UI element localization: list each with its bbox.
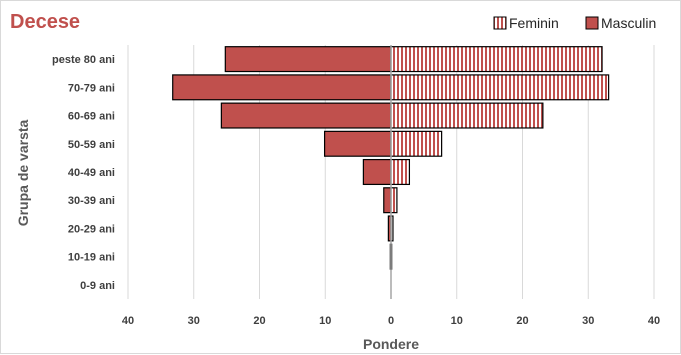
tick-labels: 40 30 20 10 0 10 20 30 40 0-9 ani 10-19 ani 20-29 a…: [52, 54, 660, 327]
x-tick-label: 20: [516, 315, 528, 327]
x-tick-label: 20: [253, 315, 265, 327]
y-tick-label: 40-49 ani: [68, 167, 115, 179]
bar-feminin: [390, 74, 610, 101]
chart-title: Decese: [10, 11, 80, 33]
bar-feminin: [390, 102, 544, 129]
legend-swatch-masculin: [585, 16, 599, 30]
x-tick-label: 30: [188, 315, 200, 327]
bar-masculin: [172, 74, 392, 101]
legend: Feminin Masculin: [493, 15, 656, 31]
x-tick-label: 10: [451, 315, 463, 327]
y-axis-title: Grupa de varsta: [15, 119, 31, 226]
y-tick-label: 60-69 ani: [68, 111, 115, 123]
bars: [172, 45, 610, 299]
bar-feminin: [390, 46, 603, 73]
y-tick-label: 0-9 ani: [80, 280, 115, 292]
y-tick-label: 20-29 ani: [68, 223, 115, 235]
bar-masculin: [362, 158, 392, 186]
x-tick-label: 10: [319, 315, 331, 327]
legend-swatch-feminin: [493, 16, 507, 30]
bar-masculin: [220, 102, 392, 129]
x-tick-label: 0: [388, 315, 394, 327]
y-tick-label: 50-59 ani: [68, 139, 115, 151]
y-tick-label: 70-79 ani: [68, 82, 115, 94]
bar-feminin: [390, 187, 398, 214]
legend-label-masculin: Masculin: [601, 15, 656, 31]
x-axis-title: Pondere: [363, 336, 419, 352]
bar-masculin: [323, 130, 392, 157]
bar-masculin: [383, 187, 392, 214]
y-tick-label: 30-39 ani: [68, 195, 115, 207]
legend-label-feminin: Feminin: [509, 15, 559, 31]
y-tick-label: peste 80 ani: [52, 54, 115, 66]
y-tick-label: 10-19 ani: [68, 252, 115, 264]
x-tick-label: 30: [582, 315, 594, 327]
bar-masculin: [224, 46, 392, 73]
bar-feminin: [390, 130, 443, 157]
x-tick-label: 40: [648, 315, 660, 327]
bar-feminin: [390, 158, 411, 186]
x-tick-label: 40: [122, 315, 134, 327]
